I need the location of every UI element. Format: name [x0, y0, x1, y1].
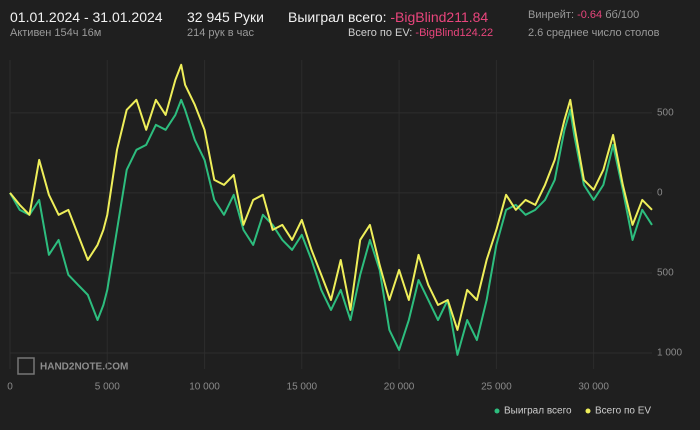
- y-tick-label: 0: [657, 188, 663, 199]
- won: Выиграл всего: -BigBlind211.84: [288, 9, 488, 25]
- tables: 2.6 среднее число столов: [528, 27, 660, 39]
- winrate-value: -0.64: [577, 9, 603, 21]
- watermark-icon: [17, 357, 35, 375]
- x-tick-label: 30 000: [578, 382, 609, 393]
- period: 01.01.2024 - 31.01.2024: [10, 9, 163, 25]
- y-tick-label: 1 000: [657, 348, 682, 359]
- series-line: [9, 98, 653, 356]
- x-tick-label: 10 000: [189, 382, 220, 393]
- x-tick-label: 0: [7, 382, 13, 393]
- won-value: -BigBlind211.84: [390, 9, 489, 25]
- ev: Всего по EV: -BigBlind124.22: [348, 27, 493, 39]
- ev-label: Всего по EV:: [348, 27, 413, 39]
- ev-value: -BigBlind124.22: [415, 27, 494, 39]
- active-time: Активен 154ч 16м: [10, 27, 102, 39]
- x-tick-label: 15 000: [287, 382, 318, 393]
- legend-label: Выиграл всего: [504, 406, 572, 417]
- legend-label: Всего по EV: [595, 406, 651, 417]
- winrate: Винрейт: -0.64 бб/100: [528, 9, 639, 21]
- y-tick-label: 500: [657, 107, 674, 118]
- legend-marker: [585, 408, 591, 414]
- x-tick-label: 20 000: [384, 382, 415, 393]
- won-label: Выиграл всего:: [288, 9, 387, 25]
- winrate-label: Винрейт:: [528, 9, 575, 21]
- legend-marker: [494, 408, 500, 414]
- x-tick-label: 25 000: [481, 382, 512, 393]
- watermark: HAND2NOTE.COM: [40, 362, 128, 373]
- hands: 32 945 Руки: [187, 9, 264, 25]
- hands-per-hour: 214 рук в час: [187, 27, 255, 39]
- y-tick-label: 500: [657, 268, 674, 279]
- series-line: [9, 63, 653, 331]
- x-tick-label: 5 000: [95, 382, 120, 393]
- winrate-unit: бб/100: [605, 9, 640, 21]
